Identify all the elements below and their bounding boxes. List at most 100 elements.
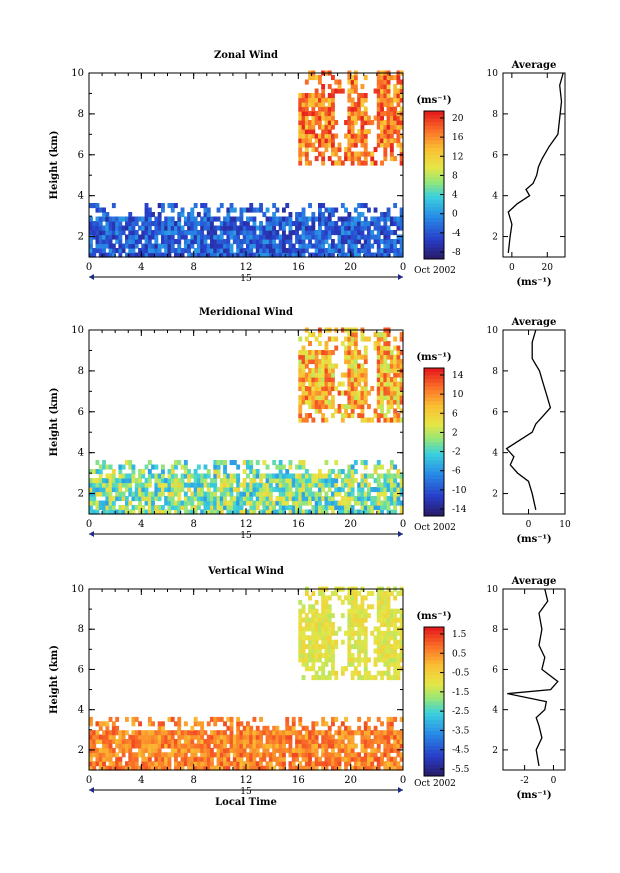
heatmap-cell	[239, 207, 244, 213]
heatmap-cell	[161, 734, 165, 740]
heatmap-cell	[144, 221, 149, 227]
heatmap-cell	[161, 469, 165, 475]
heatmap-cell	[219, 230, 224, 236]
heatmap-cell	[131, 761, 136, 767]
heatmap-cell	[167, 478, 172, 484]
colorbar-tick-label: -5.5	[452, 765, 470, 775]
heatmap-cell	[206, 221, 211, 227]
heatmap-cell	[393, 75, 398, 81]
heatmap-cell	[308, 216, 312, 222]
heatmap-cell	[389, 617, 394, 623]
heatmap-cell	[259, 734, 263, 740]
heatmap-cell	[161, 730, 165, 736]
heatmap-cell	[396, 417, 401, 423]
colorbar-tick-label: -4.5	[452, 746, 470, 756]
x-tick-label: 20	[344, 519, 357, 530]
heatmap-cell	[337, 79, 342, 85]
heatmap-cell	[373, 765, 378, 771]
heatmap-cell	[164, 482, 169, 488]
heatmap-cell	[353, 730, 358, 736]
heatmap-cell	[89, 243, 93, 249]
heatmap-cell	[314, 747, 319, 753]
heatmap-cell	[383, 639, 388, 645]
heatmap-cell	[89, 716, 93, 722]
heatmap-cell	[131, 234, 136, 240]
heatmap-cell	[301, 129, 306, 135]
heatmap-cell	[229, 230, 234, 236]
heatmap-cell	[318, 133, 322, 139]
heatmap-cell	[324, 390, 329, 396]
heatmap-cell	[344, 207, 348, 213]
heatmap-cell	[223, 482, 227, 488]
heatmap-cell	[357, 644, 362, 650]
heatmap-cell	[193, 221, 198, 227]
heatmap-cell	[121, 216, 126, 222]
heatmap-cell	[318, 75, 322, 81]
heatmap-cell	[383, 630, 388, 636]
heatmap-cell	[331, 120, 335, 126]
heatmap-cell	[331, 221, 335, 227]
heatmap-cell	[396, 124, 401, 130]
heatmap-cell	[311, 496, 316, 502]
heatmap-cell	[236, 734, 241, 740]
heatmap-cell	[196, 212, 201, 218]
heatmap-cell	[380, 505, 384, 511]
heatmap-cell	[183, 464, 188, 470]
heatmap-cell	[373, 234, 378, 240]
heatmap-cell	[223, 460, 227, 466]
heatmap-cell	[272, 243, 277, 249]
heatmap-cell	[239, 721, 244, 727]
heatmap-cell	[301, 500, 306, 506]
heatmap-cell	[252, 739, 257, 745]
heatmap-cell	[393, 675, 398, 681]
heatmap-cell	[399, 716, 404, 722]
heatmap-cell	[121, 734, 126, 740]
heatmap-cell	[229, 505, 234, 511]
heatmap-cell	[376, 221, 381, 227]
heatmap-cell	[399, 216, 404, 222]
heatmap-cell	[203, 491, 208, 497]
average-line	[505, 329, 552, 511]
heatmap-cell	[383, 390, 388, 396]
heatmap-cell	[177, 496, 182, 502]
heatmap-cell	[383, 653, 388, 659]
colorbar-segment	[424, 772, 444, 777]
heatmap-cell	[151, 734, 155, 740]
heatmap-cell	[389, 368, 394, 374]
heatmap-cell	[370, 252, 375, 258]
heatmap-cell	[383, 88, 388, 94]
heatmap-cell	[314, 500, 319, 506]
heatmap-cell	[210, 252, 214, 258]
heatmap-cell	[174, 509, 178, 515]
heatmap-cell	[246, 509, 250, 515]
heatmap-cell	[174, 478, 178, 484]
heatmap-cell	[268, 248, 273, 254]
heatmap-cell	[399, 756, 404, 762]
heatmap-cell	[353, 622, 358, 628]
heatmap-cell	[98, 230, 103, 236]
x-tick-label: 20	[344, 775, 357, 786]
heatmap-cell	[102, 216, 106, 222]
heatmap-cell	[334, 473, 339, 479]
heatmap-cell	[373, 332, 378, 338]
heatmap-cell	[367, 230, 371, 236]
heatmap-cell	[226, 761, 231, 767]
colorbar-frame	[423, 367, 445, 517]
heatmap-cell	[318, 613, 322, 619]
heatmap-cell	[376, 639, 381, 645]
heatmap-cell	[125, 225, 129, 231]
heatmap-cell	[383, 102, 388, 108]
heatmap-cell	[210, 500, 214, 506]
heatmap-cell	[386, 739, 391, 745]
heatmap-cell	[308, 666, 312, 672]
heatmap-cell	[298, 336, 303, 342]
heatmap-cell	[268, 225, 273, 231]
heatmap-cell	[380, 106, 384, 112]
average-frame	[502, 329, 566, 515]
heatmap-cell	[301, 124, 306, 130]
heatmap-cell	[219, 225, 224, 231]
heatmap-cell	[272, 478, 277, 484]
heatmap-cell	[311, 243, 316, 249]
heatmap-cell	[190, 216, 195, 222]
heatmap-cell	[357, 622, 362, 628]
